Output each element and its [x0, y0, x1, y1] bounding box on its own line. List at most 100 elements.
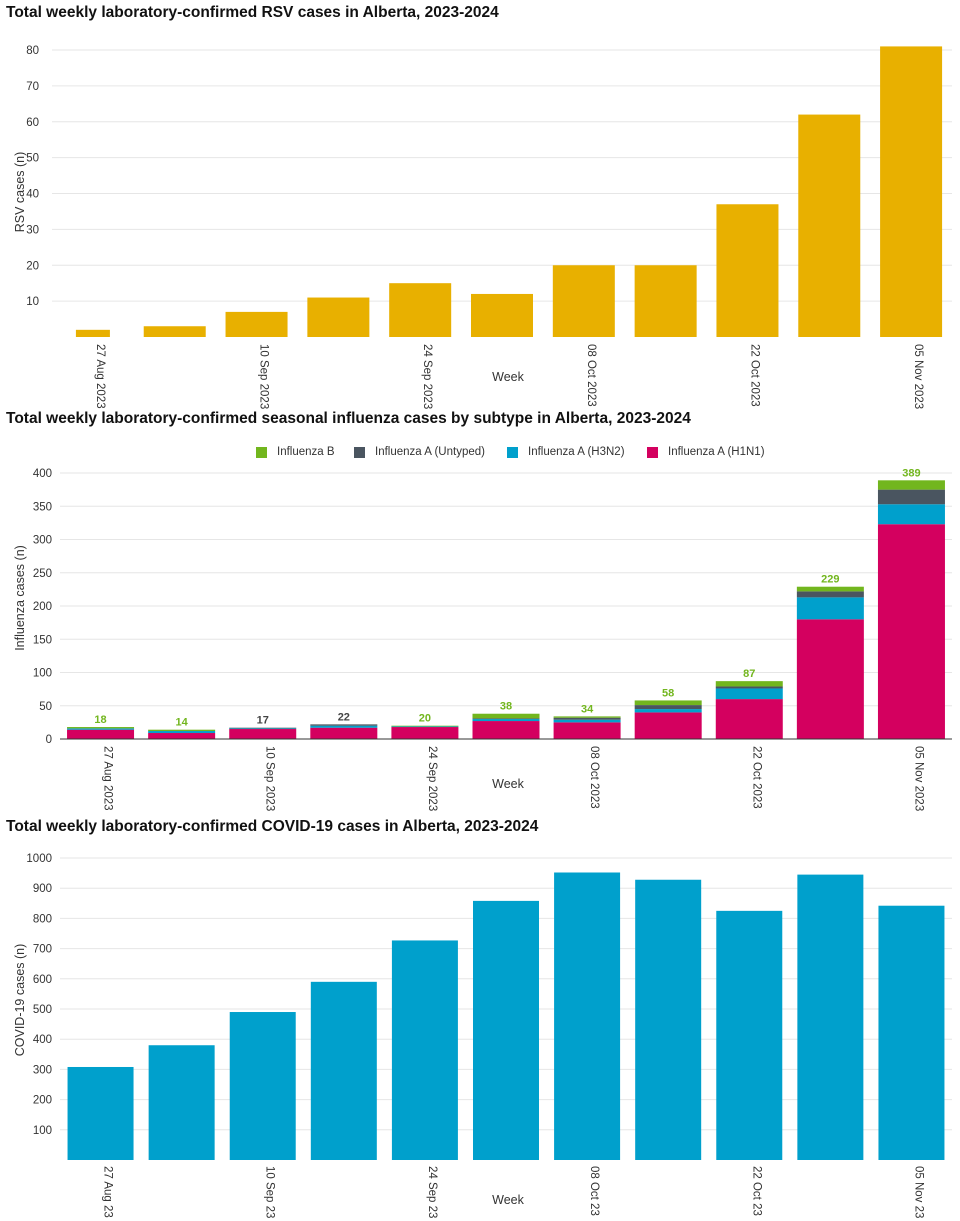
influenza-bar-influenza-a-untyped: [229, 727, 297, 729]
rsv-bar: [225, 311, 288, 337]
x-tick-label: 24 Sep 23: [426, 1166, 438, 1218]
x-tick-label: 24 Sep 2023: [421, 344, 433, 409]
legend-item-influenza-a-h1n1[interactable]: Influenza A (H1N1): [647, 446, 765, 458]
x-tick-label: 08 Oct 2023: [588, 746, 600, 809]
y-tick-label: 600: [33, 974, 52, 986]
x-tick-label: 05 Nov 2023: [912, 746, 924, 811]
rsv-bar: [75, 329, 110, 337]
covid-bar: [473, 900, 539, 1160]
covid-bar: [148, 1045, 215, 1160]
rsv-chart: 10 20 30 40 50 60 70 80 RSV cases (n) Week 27 Aug …: [13, 45, 952, 409]
y-axis-label: Influenza cases (n): [13, 545, 27, 651]
legend-item-influenza-a-h3n2[interactable]: Influenza A (H3N2): [507, 446, 625, 458]
legend-label: Influenza B: [277, 446, 335, 458]
x-tick-label: 10 Sep 2023: [258, 344, 270, 409]
influenza-bar-influenza-b: [553, 716, 621, 718]
x-tick-label: 05 Nov 2023: [912, 344, 924, 409]
legend-swatch-influenza-a-untyped: [354, 446, 365, 458]
covid-chart-title: Total weekly laboratory-confirmed COVID-…: [6, 818, 539, 835]
legend-item-influenza-b[interactable]: Influenza B: [256, 446, 335, 458]
influenza-bar-influenza-a-h3n2: [148, 731, 216, 734]
influenza-bar-influenza-a-h1n1: [148, 733, 216, 739]
y-tick-label: 70: [26, 81, 39, 93]
x-tick-label: 22 Oct 2023: [750, 746, 762, 809]
y-tick-label: 200: [33, 601, 52, 613]
influenza-bar-influenza-a-h1n1: [715, 699, 783, 739]
rsv-chart-title: Total weekly laboratory-confirmed RSV ca…: [6, 4, 499, 21]
influenza-total-label: 58: [662, 687, 674, 699]
influenza-bar-influenza-a-h1n1: [877, 524, 945, 739]
influenza-total-label: 18: [94, 714, 106, 726]
x-tick-label: 08 Oct 2023: [585, 344, 597, 407]
influenza-bar-influenza-a-h3n2: [553, 719, 621, 723]
influenza-bar-influenza-a-h3n2: [715, 688, 783, 700]
influenza-bar-influenza-a-untyped: [634, 705, 702, 710]
y-tick-label: 800: [33, 913, 52, 925]
legend-swatch-influenza-a-h1n1: [647, 446, 658, 458]
covid-chart: 100 200 300 400 500 600 700 800 900 1000 COVID-19 …: [13, 853, 952, 1218]
influenza-total-label: 34: [581, 703, 594, 715]
x-axis-label: Week: [492, 370, 524, 384]
covid-bar: [635, 879, 702, 1160]
legend-item-influenza-a-untyped[interactable]: Influenza A (Untyped): [354, 446, 485, 458]
covid-bar: [229, 1012, 296, 1160]
x-tick-label: 27 Aug 23: [102, 1166, 114, 1218]
influenza-bar-influenza-a-h1n1: [67, 729, 135, 739]
x-tick-label: 22 Oct 2023: [748, 344, 760, 407]
rsv-bar: [307, 297, 370, 337]
x-tick-label: 05 Nov 23: [912, 1166, 924, 1218]
influenza-bar-influenza-a-h3n2: [634, 709, 702, 713]
influenza-bar-influenza-b: [472, 713, 540, 719]
y-tick-label: 300: [33, 535, 52, 547]
legend-label: Influenza A (H1N1): [668, 446, 765, 458]
y-tick-label: 30: [26, 224, 39, 236]
influenza-bar-influenza-b: [634, 700, 702, 706]
covid-bar: [391, 940, 458, 1160]
influenza-total-label: 20: [419, 713, 431, 725]
legend-label: Influenza A (H3N2): [528, 446, 625, 458]
covid-bar: [716, 910, 783, 1160]
rsv-bar: [389, 283, 452, 337]
y-tick-label: 50: [39, 701, 52, 713]
legend-swatch-influenza-b: [256, 446, 267, 458]
y-tick-label: 10: [26, 296, 39, 308]
y-axis-label: RSV cases (n): [13, 152, 27, 233]
x-axis-label: Week: [492, 777, 524, 791]
influenza-bar-influenza-a-h3n2: [796, 597, 864, 620]
influenza-bar-influenza-a-h3n2: [67, 728, 135, 730]
covid-bar: [310, 981, 377, 1160]
y-tick-label: 80: [26, 45, 39, 57]
x-tick-label: 08 Oct 23: [588, 1166, 600, 1216]
influenza-bar-influenza-b: [391, 725, 459, 727]
influenza-bar-influenza-a-h1n1: [796, 619, 864, 739]
y-tick-label: 400: [33, 1034, 52, 1046]
influenza-bar-influenza-a-h3n2: [310, 725, 378, 728]
y-tick-label: 100: [33, 1125, 52, 1137]
rsv-bar: [471, 293, 533, 337]
y-tick-label: 150: [33, 634, 52, 646]
covid-bar: [797, 874, 864, 1160]
y-tick-label: 300: [33, 1064, 52, 1076]
y-tick-label: 350: [33, 501, 52, 513]
influenza-bar-influenza-a-h3n2: [229, 728, 297, 730]
legend-swatch-influenza-a-h3n2: [507, 446, 518, 458]
influenza-chart-title: Total weekly laboratory-confirmed season…: [6, 410, 691, 427]
y-tick-label: 250: [33, 568, 52, 580]
y-tick-label: 50: [26, 153, 39, 165]
x-tick-label: 10 Sep 2023: [264, 746, 276, 811]
rsv-chart-panel: Total weekly laboratory-confirmed RSV ca…: [0, 0, 960, 410]
influenza-total-label: 22: [338, 711, 350, 723]
rsv-bar: [716, 204, 779, 337]
rsv-bar: [880, 46, 943, 337]
x-tick-label: 27 Aug 2023: [102, 746, 114, 811]
influenza-bar-influenza-a-untyped: [553, 717, 621, 720]
rsv-bar: [143, 326, 206, 337]
y-tick-label: 40: [26, 189, 39, 201]
influenza-bar-influenza-a-untyped: [472, 718, 540, 720]
influenza-bar-influenza-a-untyped: [796, 591, 864, 598]
influenza-total-label: 389: [902, 467, 920, 479]
influenza-bar-influenza-a-h1n1: [553, 722, 621, 739]
x-axis-label: Week: [492, 1193, 524, 1207]
y-tick-label: 100: [33, 668, 52, 680]
y-tick-label: 60: [26, 117, 39, 129]
